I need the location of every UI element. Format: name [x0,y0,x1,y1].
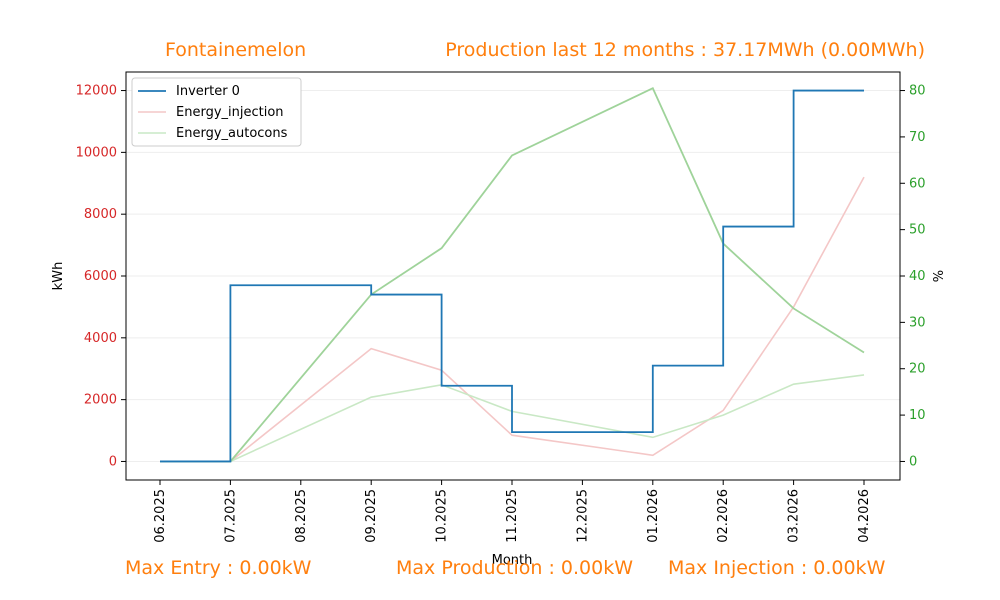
left-tick-label-2: 4000 [84,331,117,346]
x-tick-label-0: 06.2025 [153,489,168,543]
left-tick-label-0: 0 [109,454,117,469]
x-tick-label-8: 02.2026 [716,489,731,543]
production-summary: Production last 12 months : 37.17MWh (0.… [445,39,925,61]
left-axis-label: kWh [51,262,66,291]
left-axis: 0 2000 4000 6000 8000 10000 12000 [76,84,126,469]
right-tick-label-0: 0 [909,454,917,469]
right-tick-label-1: 10 [909,408,926,423]
max-injection: Max Injection : 0.00kW [668,557,886,579]
right-axis: 0 10 20 30 40 50 60 70 80 [900,84,926,469]
legend-label-0: Inverter 0 [176,84,240,99]
x-tick-label-7: 01.2026 [646,489,661,543]
legend-label-2: Energy_autocons [176,126,288,141]
grid [126,90,900,462]
right-tick-label-8: 80 [909,84,926,99]
legend-label-1: Energy_injection [176,105,284,120]
x-tick-label-6: 12.2025 [575,489,590,543]
x-tick-label-4: 10.2025 [435,489,450,543]
max-production: Max Production : 0.00kW [396,557,633,579]
series-line-0 [160,89,864,463]
right-tick-label-4: 40 [909,269,926,284]
right-tick-label-6: 60 [909,176,926,191]
x-tick-label-5: 11.2025 [505,489,520,543]
site-name: Fontainemelon [165,39,307,61]
x-tick-label-1: 07.2025 [223,489,238,543]
left-tick-label-4: 8000 [84,207,117,222]
series-line-1 [160,176,865,463]
legend: Inverter 0 Energy_injection Energy_autocon… [131,77,302,147]
max-entry: Max Entry : 0.00kW [125,557,312,579]
right-tick-label-7: 70 [909,130,926,145]
left-tick-label-1: 2000 [84,393,117,408]
series-layer [160,87,865,463]
right-tick-label-5: 50 [909,223,926,238]
right-tick-label-2: 20 [909,362,926,377]
x-axis-label: Month [492,553,533,568]
series-line-3 [160,87,865,463]
left-tick-label-6: 12000 [76,84,117,99]
x-axis: 06.2025 07.2025 08.2025 09.2025 10.2025 11.20… [153,480,872,543]
x-tick-label-3: 09.2025 [364,489,379,543]
x-tick-label-2: 08.2025 [294,489,309,543]
legend-box [131,77,302,147]
left-tick-label-3: 6000 [84,269,117,284]
left-tick-label-5: 10000 [76,145,117,160]
right-axis-label: % [932,270,947,282]
x-tick-label-9: 03.2026 [787,489,802,543]
right-tick-label-3: 30 [909,315,926,330]
x-tick-label-10: 04.2026 [857,489,872,543]
